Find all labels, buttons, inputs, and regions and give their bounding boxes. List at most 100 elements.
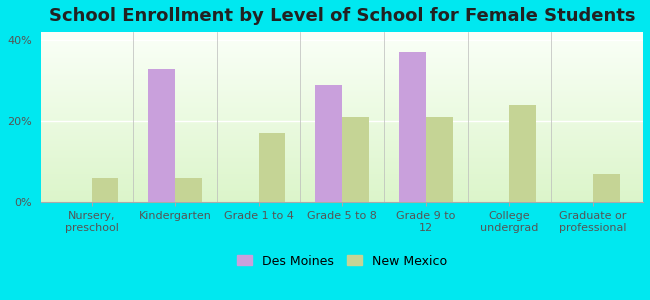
Bar [42, 152, 643, 153]
Bar [42, 163, 643, 164]
Bar [42, 178, 643, 179]
Bar [42, 126, 643, 127]
Bar [42, 187, 643, 188]
Bar [42, 174, 643, 175]
Bar [42, 189, 643, 190]
Bar [42, 116, 643, 117]
Bar [42, 98, 643, 99]
Bar [42, 198, 643, 199]
Bar [42, 38, 643, 39]
Bar [42, 129, 643, 130]
Bar [42, 94, 643, 95]
Bar [42, 143, 643, 144]
Title: School Enrollment by Level of School for Female Students: School Enrollment by Level of School for… [49, 7, 636, 25]
Bar [42, 43, 643, 44]
Bar [42, 40, 643, 41]
Bar [42, 82, 643, 83]
Bar [42, 68, 643, 69]
Bar [42, 147, 643, 148]
Bar [42, 108, 643, 109]
Bar [42, 75, 643, 76]
Bar [42, 154, 643, 155]
Bar [42, 109, 643, 110]
Bar [42, 199, 643, 200]
Bar [92, 178, 118, 202]
Bar [42, 74, 643, 75]
Bar [42, 155, 643, 156]
Bar [42, 60, 643, 61]
Bar [399, 52, 426, 202]
Bar [42, 34, 643, 35]
Bar [42, 66, 643, 67]
Bar [42, 67, 643, 68]
Bar [42, 125, 643, 126]
Bar [259, 134, 285, 202]
Bar [42, 48, 643, 49]
Bar [42, 45, 643, 46]
Bar [42, 160, 643, 161]
Bar [42, 164, 643, 165]
Bar [42, 123, 643, 124]
Bar [148, 68, 175, 202]
Bar [42, 46, 643, 47]
Bar [42, 96, 643, 97]
Bar [42, 65, 643, 66]
Bar [42, 162, 643, 163]
Bar [42, 100, 643, 101]
Bar [42, 195, 643, 196]
Bar [42, 121, 643, 122]
Bar [42, 188, 643, 189]
Bar [42, 183, 643, 184]
Bar [42, 131, 643, 132]
Bar [42, 32, 643, 33]
Bar [42, 149, 643, 150]
Bar [42, 146, 643, 147]
Bar [42, 167, 643, 168]
Bar [42, 132, 643, 133]
Bar [42, 193, 643, 194]
Bar [42, 49, 643, 50]
Bar [42, 97, 643, 98]
Bar [42, 33, 643, 34]
Bar [42, 54, 643, 55]
Bar [42, 63, 643, 64]
Bar [42, 197, 643, 198]
Bar [42, 41, 643, 42]
Bar [42, 151, 643, 152]
Bar [42, 186, 643, 187]
Bar [42, 136, 643, 137]
Bar [42, 50, 643, 51]
Bar [42, 122, 643, 123]
Bar [42, 44, 643, 45]
Bar [42, 106, 643, 107]
Bar [42, 57, 643, 58]
Bar [42, 101, 643, 102]
Bar [42, 103, 643, 104]
Bar [42, 150, 643, 151]
Bar [42, 47, 643, 48]
Bar [42, 139, 643, 140]
Bar [42, 173, 643, 174]
Bar [42, 194, 643, 195]
Bar [42, 80, 643, 81]
Bar [42, 180, 643, 181]
Bar [42, 87, 643, 88]
Bar [42, 107, 643, 108]
Legend: Des Moines, New Mexico: Des Moines, New Mexico [237, 254, 447, 268]
Bar [42, 53, 643, 54]
Bar [42, 124, 643, 125]
Bar [42, 117, 643, 118]
Bar [42, 161, 643, 162]
Bar [42, 158, 643, 159]
Bar [42, 118, 643, 119]
Bar [42, 39, 643, 40]
Bar [42, 56, 643, 57]
Bar [42, 201, 643, 202]
Bar [42, 95, 643, 96]
Bar [42, 171, 643, 172]
Bar [42, 191, 643, 192]
Bar [42, 52, 643, 53]
Bar [42, 110, 643, 111]
Bar [42, 179, 643, 180]
Bar [42, 145, 643, 146]
